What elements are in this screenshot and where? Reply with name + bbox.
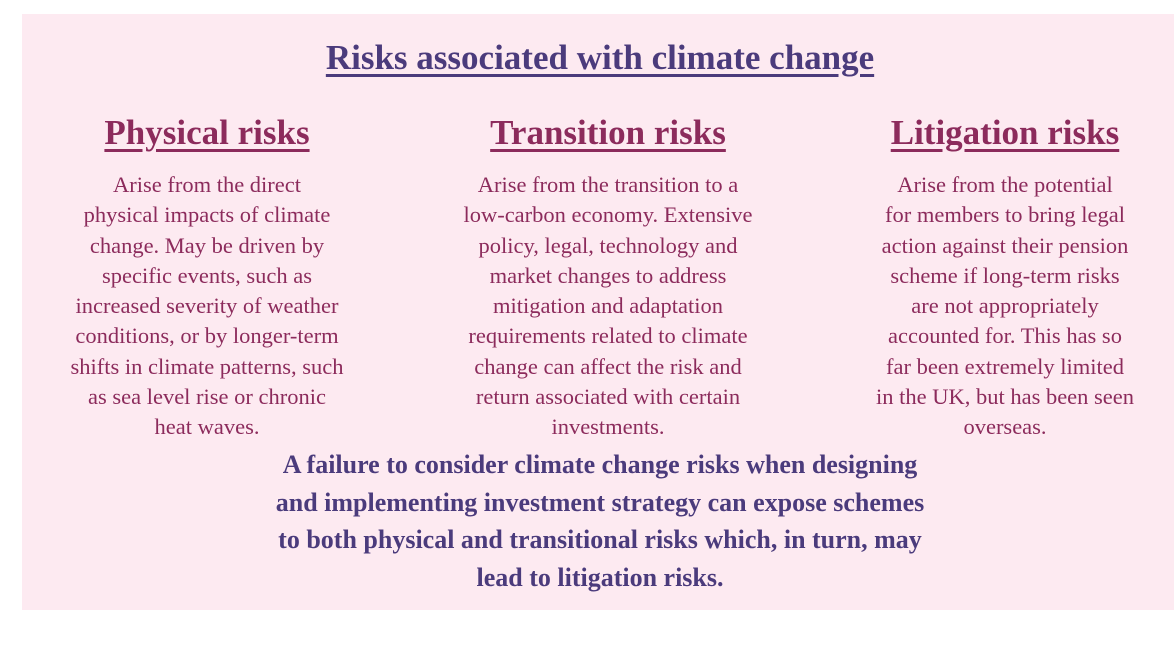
risk-text: investments. — [551, 414, 665, 440]
risk-text: in the UK, but has been seen — [875, 384, 1135, 410]
risk-text: for members to bring legal — [885, 202, 1125, 228]
risk-text: Arise from the direct — [112, 172, 302, 197]
conclusion-line: and implementing investment strategy can… — [275, 487, 925, 517]
risk-heading: Physical risks — [104, 113, 310, 152]
risk-text: change. May be driven by — [89, 232, 325, 258]
risk-text: far been extremely limited — [885, 353, 1125, 379]
risk-heading: Litigation risks — [890, 113, 1120, 152]
risk-text: mitigation and adaptation — [493, 293, 723, 319]
risk-text: Arise from the transition to a — [477, 172, 739, 197]
risk-text: shifts in climate patterns, such — [70, 353, 344, 379]
risk-text: overseas. — [963, 414, 1047, 440]
risk-text: physical impacts of climate — [83, 202, 331, 228]
risk-text: action against their pension — [881, 232, 1129, 258]
risk-text: low-carbon economy. Extensive — [463, 202, 753, 228]
risk-text: accounted for. This has so — [888, 323, 1122, 349]
risk-text: heat waves. — [154, 414, 260, 440]
conclusion-line: lead to litigation risks. — [476, 562, 724, 592]
risk-text: as sea level rise or chronic — [87, 384, 327, 410]
risk-column: Physical risks Arise from the direct physi… — [7, 108, 407, 443]
risk-text: market changes to address — [489, 262, 727, 288]
risk-text: requirements related to climate — [468, 323, 748, 349]
risk-column: Litigation risks Arise from the potential… — [805, 108, 1174, 443]
panel — [22, 14, 1174, 610]
conclusion: A failure to consider climate change ris… — [0, 446, 1174, 596]
risk-heading: Transition risks — [490, 113, 726, 152]
risk-text: are not appropriately — [911, 293, 1099, 319]
conclusion-line: to both physical and transitional risks … — [278, 525, 922, 554]
risk-text: return associated with certain — [475, 384, 741, 410]
risk-text: specific events, such as — [102, 262, 312, 288]
risk-text: scheme if long-term risks — [890, 262, 1120, 288]
risk-text: conditions, or by longer-term — [75, 323, 339, 349]
title: Risks associated with climate change — [325, 38, 875, 77]
risk-text: change can affect the risk and — [474, 353, 742, 379]
conclusion-line: A failure to consider climate change ris… — [282, 450, 918, 479]
risk-text: Arise from the potential — [897, 172, 1113, 197]
risk-text: policy, legal, technology and — [478, 232, 738, 258]
risk-text: increased severity of weather — [75, 293, 339, 319]
risk-column: Transition risks Arise from the transitio… — [408, 108, 808, 443]
